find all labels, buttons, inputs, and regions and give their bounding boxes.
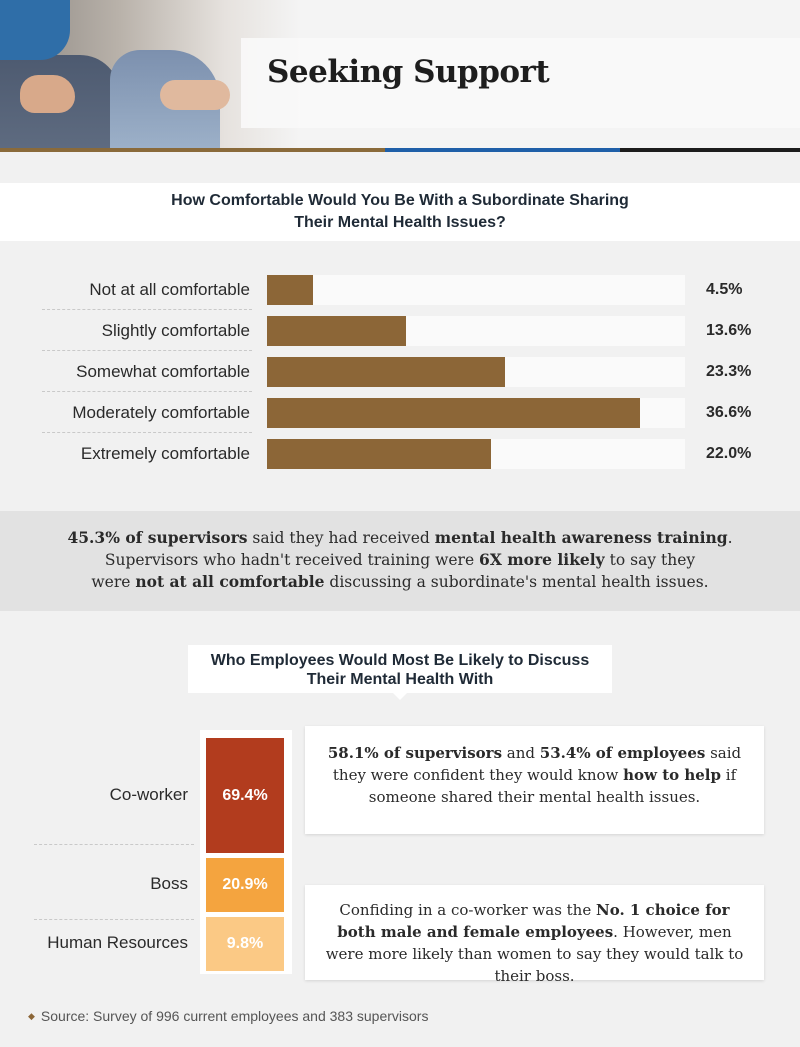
diamond-bullet-icon: ◆ — [28, 1011, 35, 1021]
row-separator — [34, 919, 194, 920]
chart2-title-text: Who Employees Would Most Be Likely to Di… — [210, 652, 590, 688]
bar-track — [267, 316, 685, 346]
bar — [267, 316, 406, 346]
row-separator — [42, 309, 252, 310]
bar-track — [267, 275, 685, 305]
stack-segment: 20.9% — [206, 858, 284, 912]
header-banner: Seeking Support — [0, 0, 800, 148]
bar-value-label: 23.3% — [706, 363, 752, 380]
title-box — [241, 38, 800, 128]
stripe-right — [620, 148, 800, 152]
source-text: Source: Survey of 996 current employees … — [40, 1008, 429, 1024]
stat-band: 45.3% of supervisors said they had recei… — [0, 511, 800, 611]
bar-label: Moderately comfortable — [72, 403, 250, 422]
stat-text-3: Supervisors who hadn't received training… — [104, 551, 480, 569]
source-note: ◆ Source: Survey of 996 current employees… — [28, 1008, 428, 1024]
note1-bold-2: 53.4% of employees — [539, 744, 706, 762]
category-label: Boss — [150, 874, 188, 893]
stat-bold-2: mental health awareness training — [434, 528, 728, 547]
category-label: Human Resources — [47, 933, 188, 952]
bar-row: Moderately comfortable 36.6% — [0, 395, 800, 431]
bar-label: Extremely comfortable — [80, 444, 250, 463]
bar-label: Not at all comfortable — [89, 280, 250, 299]
stat-bold-3: 6X more likely — [479, 550, 605, 569]
note-box-help: 58.1% of supervisors and 53.4% of employ… — [305, 726, 764, 834]
stat-text-5: were — [91, 573, 136, 591]
note-box-confiding: Confiding in a co-worker was the No. 1 c… — [305, 885, 764, 985]
bar-row: Somewhat comfortable 23.3% — [0, 354, 800, 390]
bar — [267, 439, 491, 469]
page-title: Seeking Support — [267, 54, 550, 90]
stack-segment: 9.8% — [206, 917, 284, 971]
note1-bold-1: 58.1% of supervisors — [327, 744, 503, 762]
comfort-bar-chart: Not at all comfortable 4.5% Slightly comfo… — [0, 241, 800, 511]
note1-bold-3: how to help — [623, 766, 721, 784]
bar-track — [267, 357, 685, 387]
stripe-left — [0, 148, 385, 152]
bar-track — [267, 439, 685, 469]
note1-text-1: and — [502, 744, 540, 762]
bar-label: Slightly comfortable — [101, 321, 250, 340]
row-separator — [34, 844, 194, 845]
bar-row: Not at all comfortable 4.5% — [0, 272, 800, 308]
row-separator — [42, 432, 252, 433]
stat-bold-4: not at all comfortable — [135, 572, 325, 591]
stat-text-6: discussing a subordinate's mental health… — [324, 573, 709, 591]
bar — [267, 357, 505, 387]
stack-segment: 69.4% — [206, 738, 284, 853]
chart1-title-text: How Comfortable Would You Be With a Subo… — [171, 192, 629, 231]
stat-text-4: to say they — [604, 551, 696, 569]
bar — [267, 398, 640, 428]
chart2-title: Who Employees Would Most Be Likely to Di… — [188, 645, 612, 700]
bar-row: Extremely comfortable 22.0% — [0, 436, 800, 472]
note2-bold: No. 1 choice for both male and female em… — [337, 901, 730, 941]
row-separator — [42, 391, 252, 392]
stat-text-2: . — [727, 529, 733, 547]
note2-text-1: Confiding in a co-worker was the — [339, 901, 596, 919]
note1-text-2: said they were confident they would know — [332, 744, 742, 784]
category-label: Co-worker — [109, 785, 188, 804]
stat-bold-1: 45.3% of supervisors — [67, 528, 248, 547]
note2-text-2: . However, men were more likely than wom… — [325, 923, 744, 985]
stat-text-1: said they had received — [247, 529, 435, 547]
bar-label: Somewhat comfortable — [76, 362, 250, 381]
chart1-title: How Comfortable Would You Be With a Subo… — [0, 183, 800, 241]
note1-text-3: if someone shared their mental health is… — [368, 766, 737, 806]
bar-value-label: 13.6% — [706, 322, 752, 339]
bar — [267, 275, 313, 305]
bar-track — [267, 398, 685, 428]
bar-value-label: 36.6% — [706, 404, 752, 421]
bar-row: Slightly comfortable 13.6% — [0, 313, 800, 349]
stripe-middle — [385, 148, 620, 152]
bar-value-label: 4.5% — [706, 281, 743, 298]
row-separator — [42, 350, 252, 351]
bar-value-label: 22.0% — [706, 445, 752, 462]
